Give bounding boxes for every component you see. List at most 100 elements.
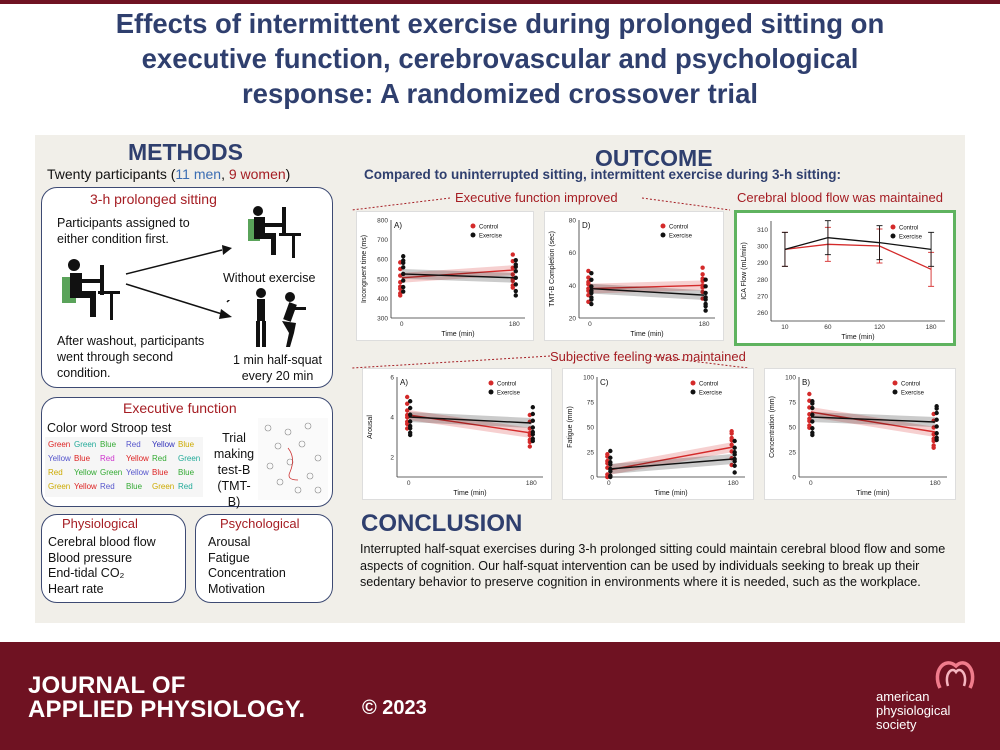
y-tick-label: 100: [785, 375, 796, 382]
stroop-grid: Green Green Blue Red Yellow Blue Yellow Blue Red…: [45, 437, 203, 497]
without-exercise-label: Without exercise: [223, 271, 316, 285]
stroop-word: Yellow: [74, 482, 97, 491]
x-axis-label: Time (min): [441, 331, 474, 338]
participant-point: [807, 391, 812, 397]
participant-point: [934, 431, 939, 436]
stroop-word: Red: [100, 454, 115, 463]
stroop-word: Blue: [152, 468, 169, 477]
chart-svg-1: 20 40 60 80 0 180 Time (min) TMT-B Completion (…: [549, 218, 715, 338]
legend-control-label: Control: [497, 382, 516, 388]
y-tick-label: 600: [377, 257, 388, 264]
panel-label: C): [600, 378, 609, 387]
assign-text: Participants assigned to either condition…: [57, 216, 190, 246]
y-axis-label: Incongruent time (ms): [361, 235, 368, 303]
conclusion-heading: CONCLUSION: [361, 510, 523, 537]
series-line-control: [810, 411, 936, 433]
legend-control-marker: [470, 223, 476, 229]
participant-point: [934, 435, 939, 440]
x-tick-label: 0: [400, 321, 404, 328]
participant-point: [401, 289, 406, 294]
legend-control-marker: [488, 380, 494, 386]
participant-point: [401, 284, 406, 290]
tmt-label: Trial making test-B (TMT-B): [213, 431, 255, 509]
x-tick-label: 120: [874, 324, 885, 331]
x-axis-label: Time (min): [856, 490, 889, 497]
participant-point: [608, 455, 613, 460]
chart-arousal: 2 4 6 0 180 Time (min) Arousal A) Control Exercis…: [362, 368, 552, 500]
legend-exercise-marker: [690, 389, 696, 395]
series-line-exercise: [810, 416, 936, 423]
participant-point: [510, 272, 515, 277]
series-line-control: [608, 446, 734, 471]
y-tick-label: 300: [377, 316, 388, 323]
chart-svg-0: 300 400 500 600 700 800 0 180 Time (min) Incongru…: [361, 218, 525, 338]
participant-point: [608, 448, 613, 454]
legend-control-label: Control: [669, 225, 688, 231]
y-tick-label: 700: [377, 237, 388, 244]
x-tick-label: 180: [526, 480, 537, 487]
participant-point: [729, 435, 734, 441]
y-tick-label: 290: [757, 260, 768, 267]
participant-point: [407, 419, 413, 424]
participant-point: [589, 301, 594, 307]
participant-point: [810, 399, 815, 404]
participant-point: [608, 466, 613, 472]
x-tick-label: 180: [930, 480, 941, 487]
x-tick-label: 0: [407, 480, 411, 487]
participant-point: [404, 408, 410, 413]
participant-point: [810, 412, 815, 417]
panel-label: D): [582, 221, 591, 230]
participants-line: Twenty participants (11 men, 9 women): [47, 166, 291, 182]
sitting-heading: 3-h prolonged sitting: [90, 191, 217, 207]
participant-point: [407, 423, 413, 429]
condition-arrows: [125, 245, 232, 319]
participant-point: [407, 405, 413, 411]
participant-point: [700, 265, 705, 270]
participant-point: [732, 470, 737, 475]
sitting-without-exercise-icon: [248, 206, 301, 258]
participant-point: [934, 417, 939, 422]
y-tick-label: 60: [569, 250, 577, 257]
x-axis-label: Time (min): [654, 490, 687, 497]
participant-point: [810, 419, 815, 424]
participant-point: [589, 270, 594, 276]
stroop-word: Red: [126, 440, 141, 449]
stroop-word: Yellow: [126, 454, 149, 463]
legend-exercise-marker: [660, 232, 666, 238]
y-tick-label: 25: [587, 450, 595, 457]
exec-label: Executive function improved: [455, 190, 618, 205]
participant-point: [513, 262, 518, 267]
aps-logo-icon: [935, 661, 975, 689]
executive-heading: Executive function: [123, 400, 237, 416]
x-tick-label: 180: [926, 324, 937, 331]
series-line-control: [589, 284, 705, 290]
legend-exercise-marker: [470, 232, 476, 238]
participant-point: [404, 401, 410, 406]
physiological-heading: Physiological: [62, 516, 138, 531]
chart-tmtb: 20 40 60 80 0 180 Time (min) TMT-B Completion (…: [544, 211, 724, 341]
participant-point: [605, 452, 610, 457]
x-axis-label: Time (min): [841, 334, 874, 341]
x-tick-label: 180: [699, 321, 710, 328]
methods-heading: METHODS: [128, 139, 243, 165]
participant-point: [700, 272, 705, 277]
participant-point: [401, 265, 406, 270]
legend-exercise-label: Exercise: [699, 391, 723, 397]
participant-point: [530, 425, 536, 430]
participant-point: [589, 284, 594, 289]
y-tick-label: 310: [757, 227, 768, 234]
tmt-sheet: [258, 418, 328, 500]
y-tick-label: 75: [789, 400, 797, 407]
chart-svg-4: 0 25 50 75 100 0 180 Time (min) Fatigue (mm) C) Co…: [567, 375, 745, 497]
x-tick-label: 10: [781, 324, 789, 331]
y-tick-label: 800: [377, 218, 388, 225]
footer: [0, 642, 1000, 750]
participant-point: [527, 444, 533, 449]
y-tick-label: 6: [390, 375, 394, 382]
series-line-control: [401, 269, 515, 279]
chart-concentration: 0 25 50 75 100 0 180 Time (min) Concentration (m…: [764, 368, 956, 500]
legend-control-marker: [892, 380, 898, 386]
physiological-box: [41, 514, 186, 603]
x-tick-label: 180: [728, 480, 739, 487]
legend-exercise-marker: [890, 233, 896, 239]
